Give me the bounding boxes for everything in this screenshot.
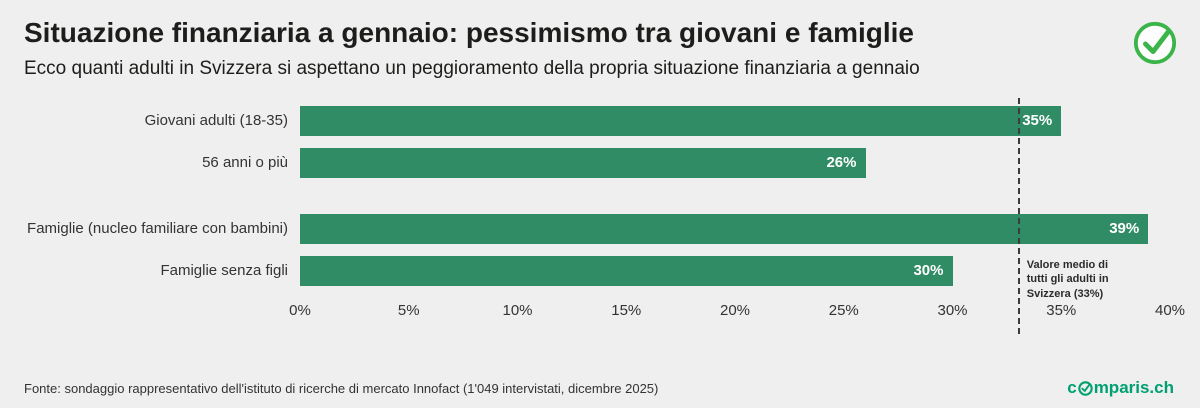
checkmark-logo-icon xyxy=(1132,20,1178,66)
chart-row: Giovani adulti (18-35) 35% xyxy=(0,105,1200,136)
axis-tick-label: 25% xyxy=(828,301,859,319)
bar-track: 30% xyxy=(300,255,1170,286)
comparis-logo[interactable]: c mparis.ch xyxy=(1067,378,1174,398)
bar-track: 35% xyxy=(300,105,1170,136)
category-label: 56 anni o più xyxy=(202,154,288,172)
chart-row: Famiglie (nucleo familiare con bambini) 3… xyxy=(0,213,1200,244)
bar: 39% xyxy=(300,213,1149,244)
bar: 35% xyxy=(300,105,1062,136)
axis-tick-label: 5% xyxy=(397,301,420,319)
bar-value-label: 26% xyxy=(826,154,857,172)
bar-chart: Giovani adulti (18-35) 35% 56 anni o più 26… xyxy=(0,97,1200,334)
logo-text-post: mparis.ch xyxy=(1093,378,1174,397)
chart-rows: Giovani adulti (18-35) 35% 56 anni o più 26… xyxy=(0,105,1200,286)
logo-circle-check-icon xyxy=(1077,380,1093,396)
header: Situazione finanziaria a gennaio: pessim… xyxy=(0,0,1200,80)
axis-tick-label: 15% xyxy=(611,301,642,319)
logo-text-pre: c xyxy=(1067,378,1077,397)
axis-tick-label: 20% xyxy=(719,301,751,319)
axis-tick-label: 30% xyxy=(937,301,968,319)
category-label: Famiglie senza figli xyxy=(160,262,288,280)
x-axis: 0% 5% 10% 15% 20% 25% 30% 35% 40% xyxy=(289,298,1185,324)
bar: 30% xyxy=(300,255,953,286)
chart-row: Famiglie senza figli 30% xyxy=(0,255,1200,286)
bar-value-label: 35% xyxy=(1022,112,1053,130)
source-note: Fonte: sondaggio rappresentativo dell'is… xyxy=(24,381,659,396)
axis-tick-label: 40% xyxy=(1154,301,1186,319)
axis-tick-label: 10% xyxy=(502,301,533,319)
bar-track: 39% xyxy=(300,213,1170,244)
chart-row: 56 anni o più 26% xyxy=(0,147,1200,178)
axis-tick-label: 0% xyxy=(289,301,311,319)
bar-track: 26% xyxy=(300,147,1170,178)
axis-tick-label: 35% xyxy=(1046,301,1077,319)
category-label: Famiglie (nucleo familiare con bambini) xyxy=(27,220,288,238)
bar-value-label: 39% xyxy=(1109,220,1140,238)
bar-value-label: 30% xyxy=(913,262,944,280)
page-subtitle: Ecco quanti adulti in Svizzera si aspett… xyxy=(24,57,920,79)
page-title: Situazione finanziaria a gennaio: pessim… xyxy=(24,17,914,48)
category-label: Giovani adulti (18-35) xyxy=(144,112,288,130)
bar: 26% xyxy=(300,147,866,178)
